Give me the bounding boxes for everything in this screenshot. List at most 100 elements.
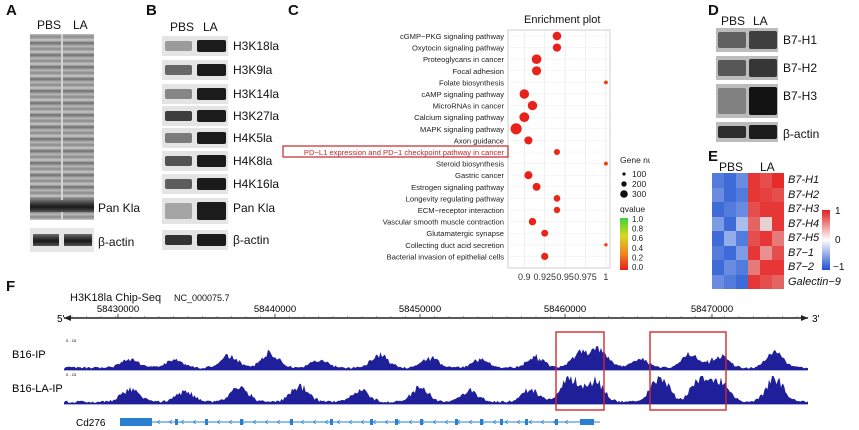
size-legend-label: 200	[632, 179, 646, 189]
heatmap-cell	[712, 173, 724, 188]
x-tick-label: 1	[603, 272, 608, 282]
label-actin: β-actin	[98, 235, 135, 249]
strand-chevron	[528, 419, 533, 425]
gene-exon	[500, 419, 503, 425]
strand-chevron	[504, 419, 509, 425]
strand-chevron	[420, 419, 425, 425]
enrichment-dot	[553, 195, 561, 202]
enrichment-dot	[519, 89, 530, 99]
strand-chevron	[480, 419, 485, 425]
blot-row-label: H3K9la	[233, 63, 273, 77]
band-la	[197, 110, 226, 122]
band-la	[197, 64, 226, 76]
heatmap-cell	[760, 187, 772, 202]
strand-chevron	[468, 419, 473, 425]
axis-arrow-left	[64, 315, 71, 321]
label-pan-kla: Pan Kla	[98, 201, 141, 215]
track-label: B16-LA-IP	[12, 383, 63, 395]
heatmap-color-scale	[822, 210, 830, 270]
pathway-label: Oxytocin signaling pathway	[412, 44, 504, 53]
gene-exon	[290, 419, 293, 425]
panel-letter-b: B	[146, 2, 157, 19]
heatmap-cell	[772, 245, 784, 260]
heatmap-cell	[772, 231, 784, 246]
position-label: 58440000	[254, 304, 296, 315]
panel-a-blot: PBS LA Pan Kla β-actin	[0, 0, 140, 260]
heatmap-cell	[724, 202, 736, 217]
strand-chevron	[216, 419, 221, 425]
band-pbs	[718, 32, 746, 48]
band-la	[749, 87, 777, 115]
heatmap-cell	[736, 231, 748, 246]
pathway-label: Glutamatergic synapse	[426, 229, 504, 238]
band-pbs	[165, 179, 192, 189]
heatmap-cell	[736, 274, 748, 289]
color-legend-label: 1.0	[632, 215, 644, 224]
strand-chevron	[168, 419, 173, 425]
signal-track	[64, 345, 808, 370]
heatmap-gene-label: B7−1	[788, 246, 814, 259]
band-la	[197, 178, 226, 190]
blot-row-label: β-actin	[233, 233, 270, 247]
heatmap-cell	[760, 274, 772, 289]
position-label: 58430000	[97, 304, 139, 315]
strand-chevron	[384, 419, 389, 425]
color-legend-label: 0.2	[632, 253, 644, 262]
pathway-label: Axon guidance	[454, 136, 504, 145]
strand-chevron	[156, 419, 161, 425]
enrichment-dot	[528, 217, 537, 226]
heatmap-cell	[712, 216, 724, 231]
heatmap-cell	[736, 202, 748, 217]
lane-label-la: LA	[203, 20, 218, 34]
heatmap-cell	[736, 216, 748, 231]
gene-exon	[120, 418, 152, 426]
position-label: 58470000	[691, 304, 733, 315]
band-la	[197, 40, 226, 52]
heatmap-gene-label: B7-H3	[788, 203, 820, 215]
heatmap-cell	[748, 245, 760, 260]
region-highlight-box	[649, 331, 727, 411]
strand-chevron	[228, 419, 233, 425]
heatmap-cell	[736, 260, 748, 275]
heatmap-col-pbs: PBS	[719, 160, 744, 174]
enrichment-dot	[541, 252, 549, 260]
heatmap-gene-label: B7-H4	[788, 217, 820, 230]
blot-row-label: B7-H1	[783, 33, 818, 47]
strand-chevron	[276, 419, 281, 425]
heatmap-cell	[724, 245, 736, 260]
heatmap-cell	[760, 260, 772, 275]
heatmap-gene-label: B7-H1	[788, 174, 820, 186]
pathway-label: Proteoglycans in cancer	[423, 55, 505, 64]
gene-exon	[525, 419, 528, 425]
position-label: 58460000	[544, 304, 586, 315]
heatmap-gene-label: Galectin−9	[788, 275, 841, 288]
strand-chevron	[324, 419, 329, 425]
enrichment-dot	[552, 31, 562, 41]
pathway-label: Collecting duct acid secretion	[405, 241, 504, 250]
enrichment-dot	[603, 80, 608, 85]
chipseq-accession: NC_000075.7	[174, 293, 230, 303]
strand-chevron	[492, 419, 497, 425]
enrichment-plot: 0.9 0.925 0.95 0.975 1 cGMP−PKG signaling pat…	[282, 29, 650, 282]
strand-chevron	[300, 419, 305, 425]
heatmap-cell	[760, 245, 772, 260]
pathway-label: Vascular smooth muscle contraction	[383, 218, 504, 227]
strand-chevron	[348, 419, 353, 425]
band-pbs	[718, 88, 746, 114]
band-pbs	[165, 203, 192, 219]
actin-band-pbs	[33, 234, 59, 246]
color-legend-title: qvalue	[620, 204, 645, 214]
color-legend-bar	[620, 218, 628, 270]
highlight-box	[282, 145, 509, 158]
heatmap-cell	[736, 245, 748, 260]
heatmap-cell	[736, 173, 748, 188]
band-pbs	[718, 126, 746, 138]
pathway-label: Folate biosynthesis	[439, 78, 504, 87]
size-legend-label: 300	[632, 189, 646, 199]
x-tick-label: 0.925	[533, 272, 556, 282]
band-pbs	[165, 111, 192, 121]
heatmap-cell	[748, 173, 760, 188]
size-legend-title: Gene number	[620, 155, 650, 165]
strand-chevron	[552, 419, 557, 425]
heatmap-cell	[748, 216, 760, 231]
